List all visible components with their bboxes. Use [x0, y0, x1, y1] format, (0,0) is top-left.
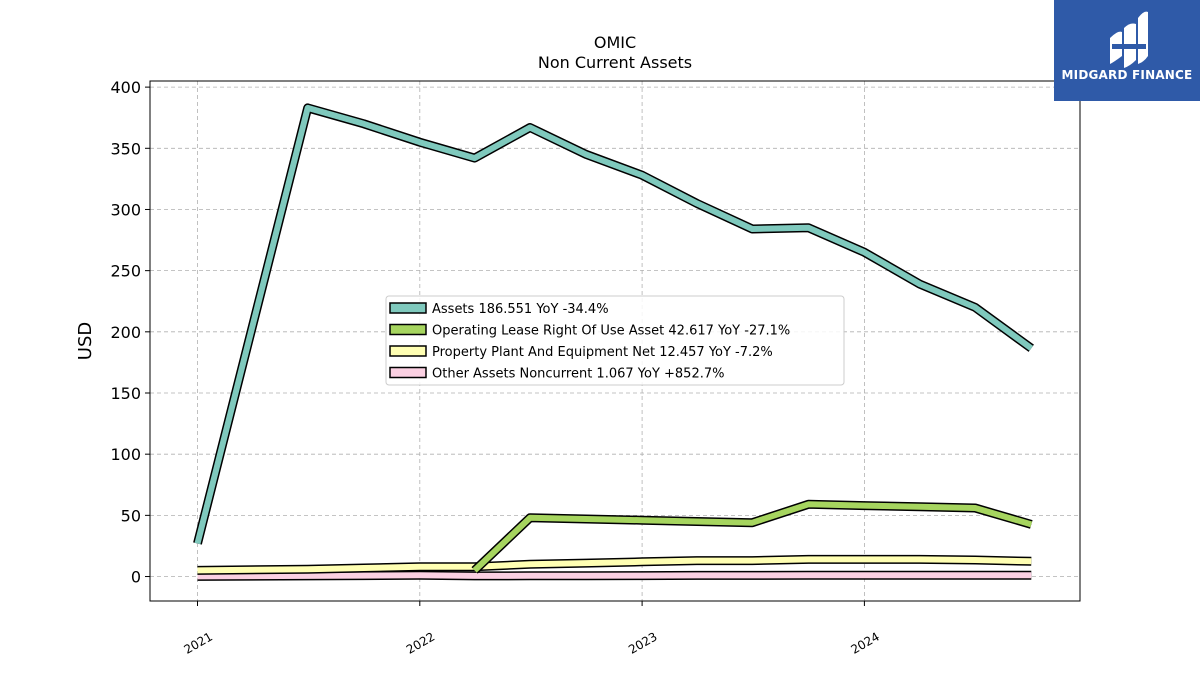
y-tick-label: 150 [110, 384, 141, 403]
x-tick-label: 2022 [404, 629, 437, 656]
legend-label: Assets 186.551 YoY -34.4% [432, 302, 609, 317]
y-tick-label: 200 [110, 323, 141, 342]
plot-frame [149, 80, 1081, 602]
legend: Assets 186.551 YoY -34.4% Operating Lease… [385, 295, 845, 386]
logo-text: MIDGARD FINANCE [1061, 68, 1193, 82]
series-line [197, 556, 1032, 574]
legend-swatch [389, 366, 427, 379]
chart-subtitle: Non Current Assets [538, 53, 692, 72]
x-tick-label: 2021 [182, 629, 215, 656]
legend-swatch [389, 323, 427, 336]
legend-label: Other Assets Noncurrent 1.067 YoY +852.7… [432, 367, 724, 382]
x-axis: 2021 2022 2023 2024 [182, 601, 882, 657]
y-tick-label: 250 [110, 262, 141, 281]
legend-swatch [389, 345, 427, 357]
chart-title: OMIC [594, 33, 636, 52]
series-property-plant-and-equipment-net [197, 554, 1032, 575]
y-tick-label: 0 [131, 568, 141, 587]
series-assets [193, 103, 1034, 545]
legend-label: Property Plant And Equipment Net 12.457 … [432, 345, 773, 360]
legend-box [385, 295, 845, 386]
logo-mark-icon [1110, 11, 1148, 68]
y-tick-label: 300 [110, 200, 141, 219]
legend-swatch [389, 302, 427, 314]
y-tick-label: 100 [110, 445, 141, 464]
x-tick-label: 2024 [848, 629, 881, 656]
series-lines [193, 103, 1034, 581]
series-line [194, 104, 1034, 545]
legend-label: Operating Lease Right Of Use Asset 42.61… [432, 324, 790, 339]
series-other-assets-noncurrent [197, 570, 1032, 581]
y-tick-label: 400 [110, 78, 141, 97]
y-tick-label: 350 [110, 139, 141, 158]
series-line [197, 572, 1032, 580]
y-tick-label: 50 [121, 506, 141, 525]
series-line [472, 501, 1033, 573]
x-tick-label: 2023 [626, 629, 659, 656]
y-axis: 0 50 100 150 200 250 300 350 400 [110, 78, 150, 587]
series-operating-lease-right-of-use-asset [471, 499, 1033, 574]
y-axis-label: USD [75, 322, 96, 360]
brand-logo: MIDGARD FINANCE [1054, 0, 1200, 101]
